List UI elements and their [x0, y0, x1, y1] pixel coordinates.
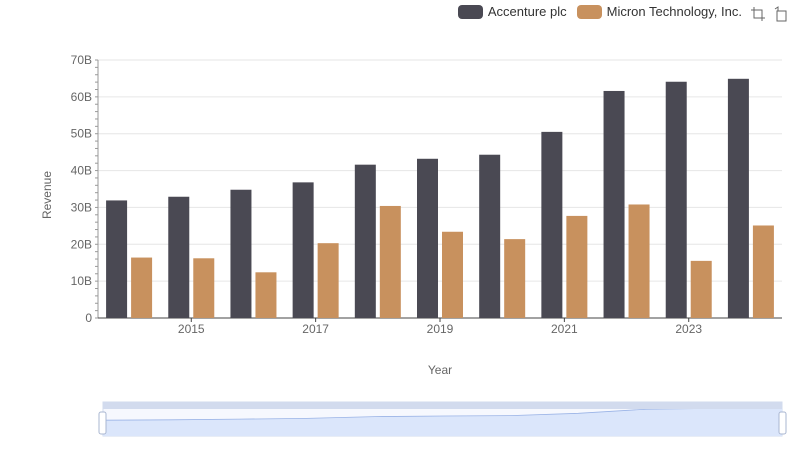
bar-accenture-2016	[230, 189, 252, 318]
legend-item-accenture[interactable]: Accenture plc	[457, 4, 567, 19]
bar-micron-2024	[752, 225, 774, 318]
x-tick-label: 2015	[178, 322, 205, 336]
bar-accenture-2014	[106, 200, 128, 318]
y-axis-title: Revenue	[40, 170, 54, 220]
x-tick-label: 2017	[302, 322, 329, 336]
datazoom-overview-area	[103, 408, 782, 436]
legend-swatch-micron	[576, 4, 602, 19]
bar-micron-2022	[628, 204, 650, 318]
y-tick-label: 20B	[71, 237, 92, 251]
bar-micron-2015	[193, 258, 215, 318]
bar-accenture-2020	[479, 154, 501, 318]
bar-accenture-2018	[354, 164, 376, 318]
bar-micron-2023	[690, 260, 712, 318]
bar-micron-2014	[131, 257, 153, 318]
bar-accenture-2021	[541, 131, 563, 318]
zoom-icon[interactable]	[750, 6, 766, 22]
y-tick-label: 10B	[71, 274, 92, 288]
bar-accenture-2019	[417, 158, 438, 318]
y-tick-label: 70B	[71, 53, 92, 67]
x-tick-label: 2019	[427, 322, 454, 336]
legend: Accenture plc Micron Technology, Inc.	[457, 4, 742, 19]
datazoom-handle-right[interactable]	[778, 411, 787, 435]
bar-micron-2017	[317, 243, 339, 318]
y-tick-label: 0	[85, 311, 92, 325]
y-tick-label: 40B	[71, 164, 92, 178]
bar-micron-2020	[504, 239, 526, 318]
bar-accenture-2022	[603, 90, 625, 319]
y-tick-label: 50B	[71, 127, 92, 141]
bar-accenture-2024	[727, 78, 749, 318]
legend-swatch-accenture	[457, 4, 483, 19]
datazoom-mover-bar	[103, 402, 782, 409]
datazoom-handle-left[interactable]	[98, 411, 107, 435]
x-tick-label: 2023	[675, 322, 702, 336]
legend-label-accenture: Accenture plc	[487, 4, 567, 19]
legend-item-micron[interactable]: Micron Technology, Inc.	[576, 4, 742, 19]
bar-micron-2021	[566, 215, 588, 318]
x-tick-label: 2021	[551, 322, 578, 336]
toolbox	[750, 6, 790, 22]
bar-micron-2018	[379, 205, 401, 318]
bar-accenture-2023	[665, 81, 687, 318]
y-tick-label: 30B	[71, 200, 92, 214]
restore-icon[interactable]	[774, 6, 790, 22]
bar-accenture-2017	[292, 182, 314, 318]
bar-micron-2016	[255, 272, 277, 318]
bar-micron-2019	[442, 231, 463, 318]
y-tick-label: 60B	[71, 90, 92, 104]
bar-accenture-2015	[168, 196, 190, 318]
x-axis-title: Year	[427, 363, 453, 377]
legend-label-micron: Micron Technology, Inc.	[606, 4, 742, 19]
